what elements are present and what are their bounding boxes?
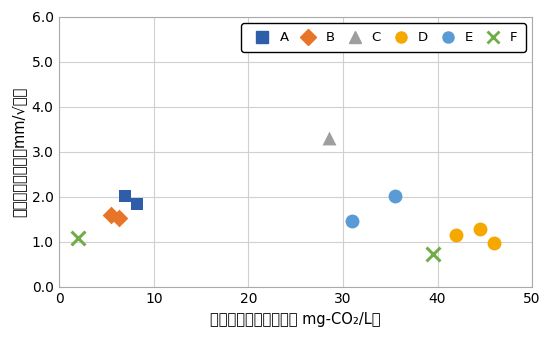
Point — [391, 193, 400, 198]
Point — [348, 218, 357, 223]
Point — [428, 251, 437, 257]
Point — [476, 226, 485, 232]
Point — [325, 136, 333, 141]
Point — [121, 193, 130, 198]
Legend: A, B, C, D, E, F: A, B, C, D, E, F — [241, 23, 526, 52]
X-axis label: 浸食性遂離炭酸濃度（ mg-CO₂/L）: 浸食性遂離炭酸濃度（ mg-CO₂/L） — [210, 312, 381, 327]
Point — [107, 212, 116, 217]
Point — [74, 236, 83, 241]
Point — [452, 232, 461, 238]
Point — [490, 240, 498, 246]
Point — [114, 216, 123, 221]
Point — [132, 202, 141, 207]
Y-axis label: 中性化速度係数（mm/√年）: 中性化速度係数（mm/√年） — [11, 87, 26, 217]
